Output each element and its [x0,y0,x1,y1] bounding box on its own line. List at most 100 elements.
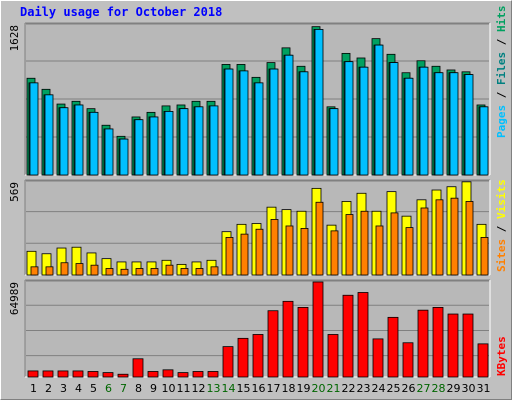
x-tick-label: 7 [120,382,127,395]
x-tick-label: 12 [192,382,206,395]
kbytes-bar [72,370,84,378]
pages-bar [329,108,339,176]
x-tick-label: 16 [252,382,266,395]
sites-bar [135,268,144,276]
kbytes-bar [57,370,69,378]
kbytes-bar [117,373,129,378]
sites-bar [120,268,129,276]
y-max-label: 1628 [8,25,21,52]
chart-title: Daily usage for October 2018 [20,5,222,19]
kbytes-bar [267,310,279,378]
x-tick-label: 17 [267,382,281,395]
kbytes-bar [357,292,369,378]
sites-bar [405,227,414,276]
sites-bar [375,225,384,276]
x-tick-label: 8 [135,382,142,395]
sites-bar [435,199,444,276]
legend-kbytes: KBytes [495,336,508,376]
pages-bar [239,70,249,176]
x-tick-label: 23 [357,382,371,395]
x-tick-label: 20 [312,382,326,395]
legend-separator: / [495,85,508,105]
x-tick-label: 30 [462,382,476,395]
pages-bar [284,54,294,176]
pages-bar [449,72,459,176]
sites-bar [285,225,294,276]
legend-separator: / [495,219,508,239]
kbytes-bar [417,309,429,378]
sites-bar [360,210,369,276]
pages-bar [464,74,474,176]
x-tick-label: 14 [222,382,236,395]
legend-separator: / [495,32,508,52]
x-tick-label: 19 [297,382,311,395]
x-tick-label: 2 [45,382,52,395]
pages-bar [119,138,129,176]
kbytes-bar [402,342,414,378]
x-tick-label: 5 [90,382,97,395]
y-max-label: 569 [8,182,21,202]
sites-bar [30,266,39,276]
kbytes-bar [147,371,159,378]
pages-bar [359,66,369,176]
pages-bar [134,119,144,176]
pages-bar [89,111,99,176]
x-tick-label: 4 [75,382,82,395]
pages-bar [29,82,39,176]
sites-bar [390,212,399,276]
sites-bar [150,268,159,276]
pages-bar [269,68,279,176]
x-tick-label: 29 [447,382,461,395]
kbytes-bar [222,346,234,378]
sites-bar [210,266,219,276]
kbytes-bar [387,316,399,378]
sites-bar [465,201,474,276]
kbytes-bar [432,307,444,378]
pages-bar [149,116,159,176]
kbytes-bar [42,370,54,378]
x-tick-label: 26 [402,382,416,395]
pages-bar [374,44,384,176]
legend-kbytes: KBytes [495,336,508,376]
sites-bar [165,264,174,276]
sites-bar [300,228,309,276]
pages-bar [404,77,414,176]
kbytes-bar [447,313,459,378]
sites-bar [270,219,279,276]
x-tick-label: 28 [432,382,446,395]
kbytes-bar [27,370,39,378]
pages-bar [59,107,69,176]
pages-bar [74,104,84,176]
legend-hits: Hits [495,6,508,33]
kbytes-bar [297,307,309,378]
x-tick-label: 18 [282,382,296,395]
x-tick-label: 13 [207,382,221,395]
legend-visitors: Sites / Visits [495,179,508,272]
sites-bar [45,266,54,276]
pages-bar [44,94,54,176]
pages-bar [104,128,114,176]
kbytes-bar [237,337,249,378]
pages-bar [479,106,489,176]
sites-bar [330,230,339,276]
sites-bar [315,201,324,276]
sites-bar [240,233,249,276]
pages-bar [179,108,189,176]
x-tick-label: 21 [327,382,341,395]
kbytes-bar [282,300,294,378]
sites-bar [225,237,234,276]
kbytes-bar [312,281,324,378]
legend-pages: Pages [495,105,508,138]
pages-bar [209,105,219,176]
x-tick-label: 25 [387,382,401,395]
pages-bar [224,68,234,176]
kbytes-bar [162,369,174,378]
pages-bar [299,71,309,176]
x-tick-label: 15 [237,382,251,395]
sites-bar [480,237,489,276]
kbytes-bar [132,358,144,378]
kbytes-bar [342,294,354,378]
y-max-label: 64989 [8,282,21,315]
x-tick-label: 3 [60,382,67,395]
